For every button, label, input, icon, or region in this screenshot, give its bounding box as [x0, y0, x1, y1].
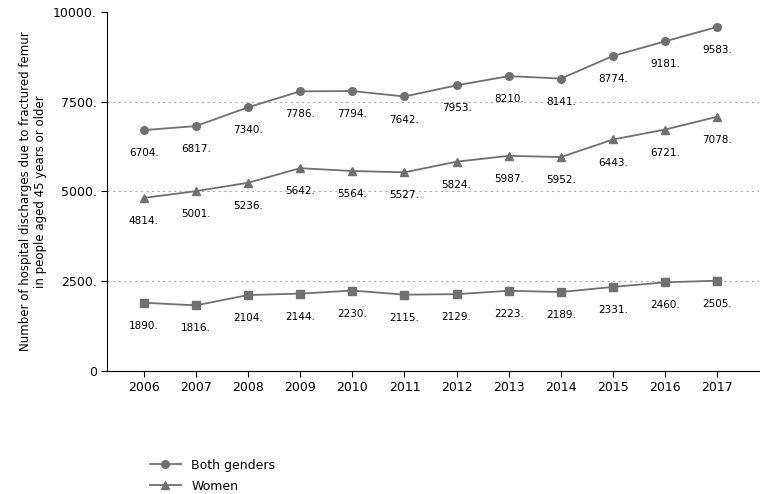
- Text: 5527.: 5527.: [390, 190, 420, 201]
- Text: 2223.: 2223.: [494, 309, 524, 319]
- Text: 5987.: 5987.: [494, 174, 524, 184]
- Legend: Both genders, Women, Men: Both genders, Women, Men: [146, 455, 279, 494]
- Text: 2104.: 2104.: [233, 313, 263, 323]
- Text: 7794.: 7794.: [337, 109, 367, 119]
- Text: 7340.: 7340.: [233, 125, 263, 135]
- Text: 1890.: 1890.: [129, 321, 159, 331]
- Y-axis label: Number of hospital discharges due to fractured femur
in people aged 45 years or : Number of hospital discharges due to fra…: [19, 31, 47, 351]
- Text: 2505.: 2505.: [702, 299, 732, 309]
- Text: 8774.: 8774.: [598, 74, 628, 84]
- Text: 9583.: 9583.: [702, 45, 732, 55]
- Text: 7786.: 7786.: [285, 109, 315, 120]
- Text: 5001.: 5001.: [181, 209, 211, 219]
- Text: 2144.: 2144.: [285, 312, 315, 322]
- Text: 5236.: 5236.: [233, 201, 263, 211]
- Text: 8210.: 8210.: [494, 94, 524, 104]
- Text: 6704.: 6704.: [129, 148, 159, 158]
- Text: 8141.: 8141.: [546, 97, 576, 107]
- Text: 5824.: 5824.: [442, 180, 472, 190]
- Text: 7078.: 7078.: [702, 135, 732, 145]
- Text: 5642.: 5642.: [285, 186, 315, 196]
- Text: 2115.: 2115.: [390, 313, 420, 323]
- Text: 5952.: 5952.: [546, 175, 576, 185]
- Text: 2460.: 2460.: [650, 300, 680, 310]
- Text: 6817.: 6817.: [181, 144, 211, 154]
- Text: 1816.: 1816.: [181, 324, 211, 333]
- Text: 6721.: 6721.: [650, 148, 680, 158]
- Text: 9181.: 9181.: [650, 59, 680, 69]
- Text: 7953.: 7953.: [442, 103, 472, 114]
- Text: 6443.: 6443.: [598, 158, 628, 167]
- Text: 2230.: 2230.: [338, 309, 367, 319]
- Text: 7642.: 7642.: [390, 115, 420, 124]
- Text: 2129.: 2129.: [442, 312, 472, 322]
- Text: 2331.: 2331.: [598, 305, 628, 315]
- Text: 4814.: 4814.: [129, 216, 159, 226]
- Text: 2189.: 2189.: [546, 310, 576, 320]
- Text: 5564.: 5564.: [337, 189, 367, 199]
